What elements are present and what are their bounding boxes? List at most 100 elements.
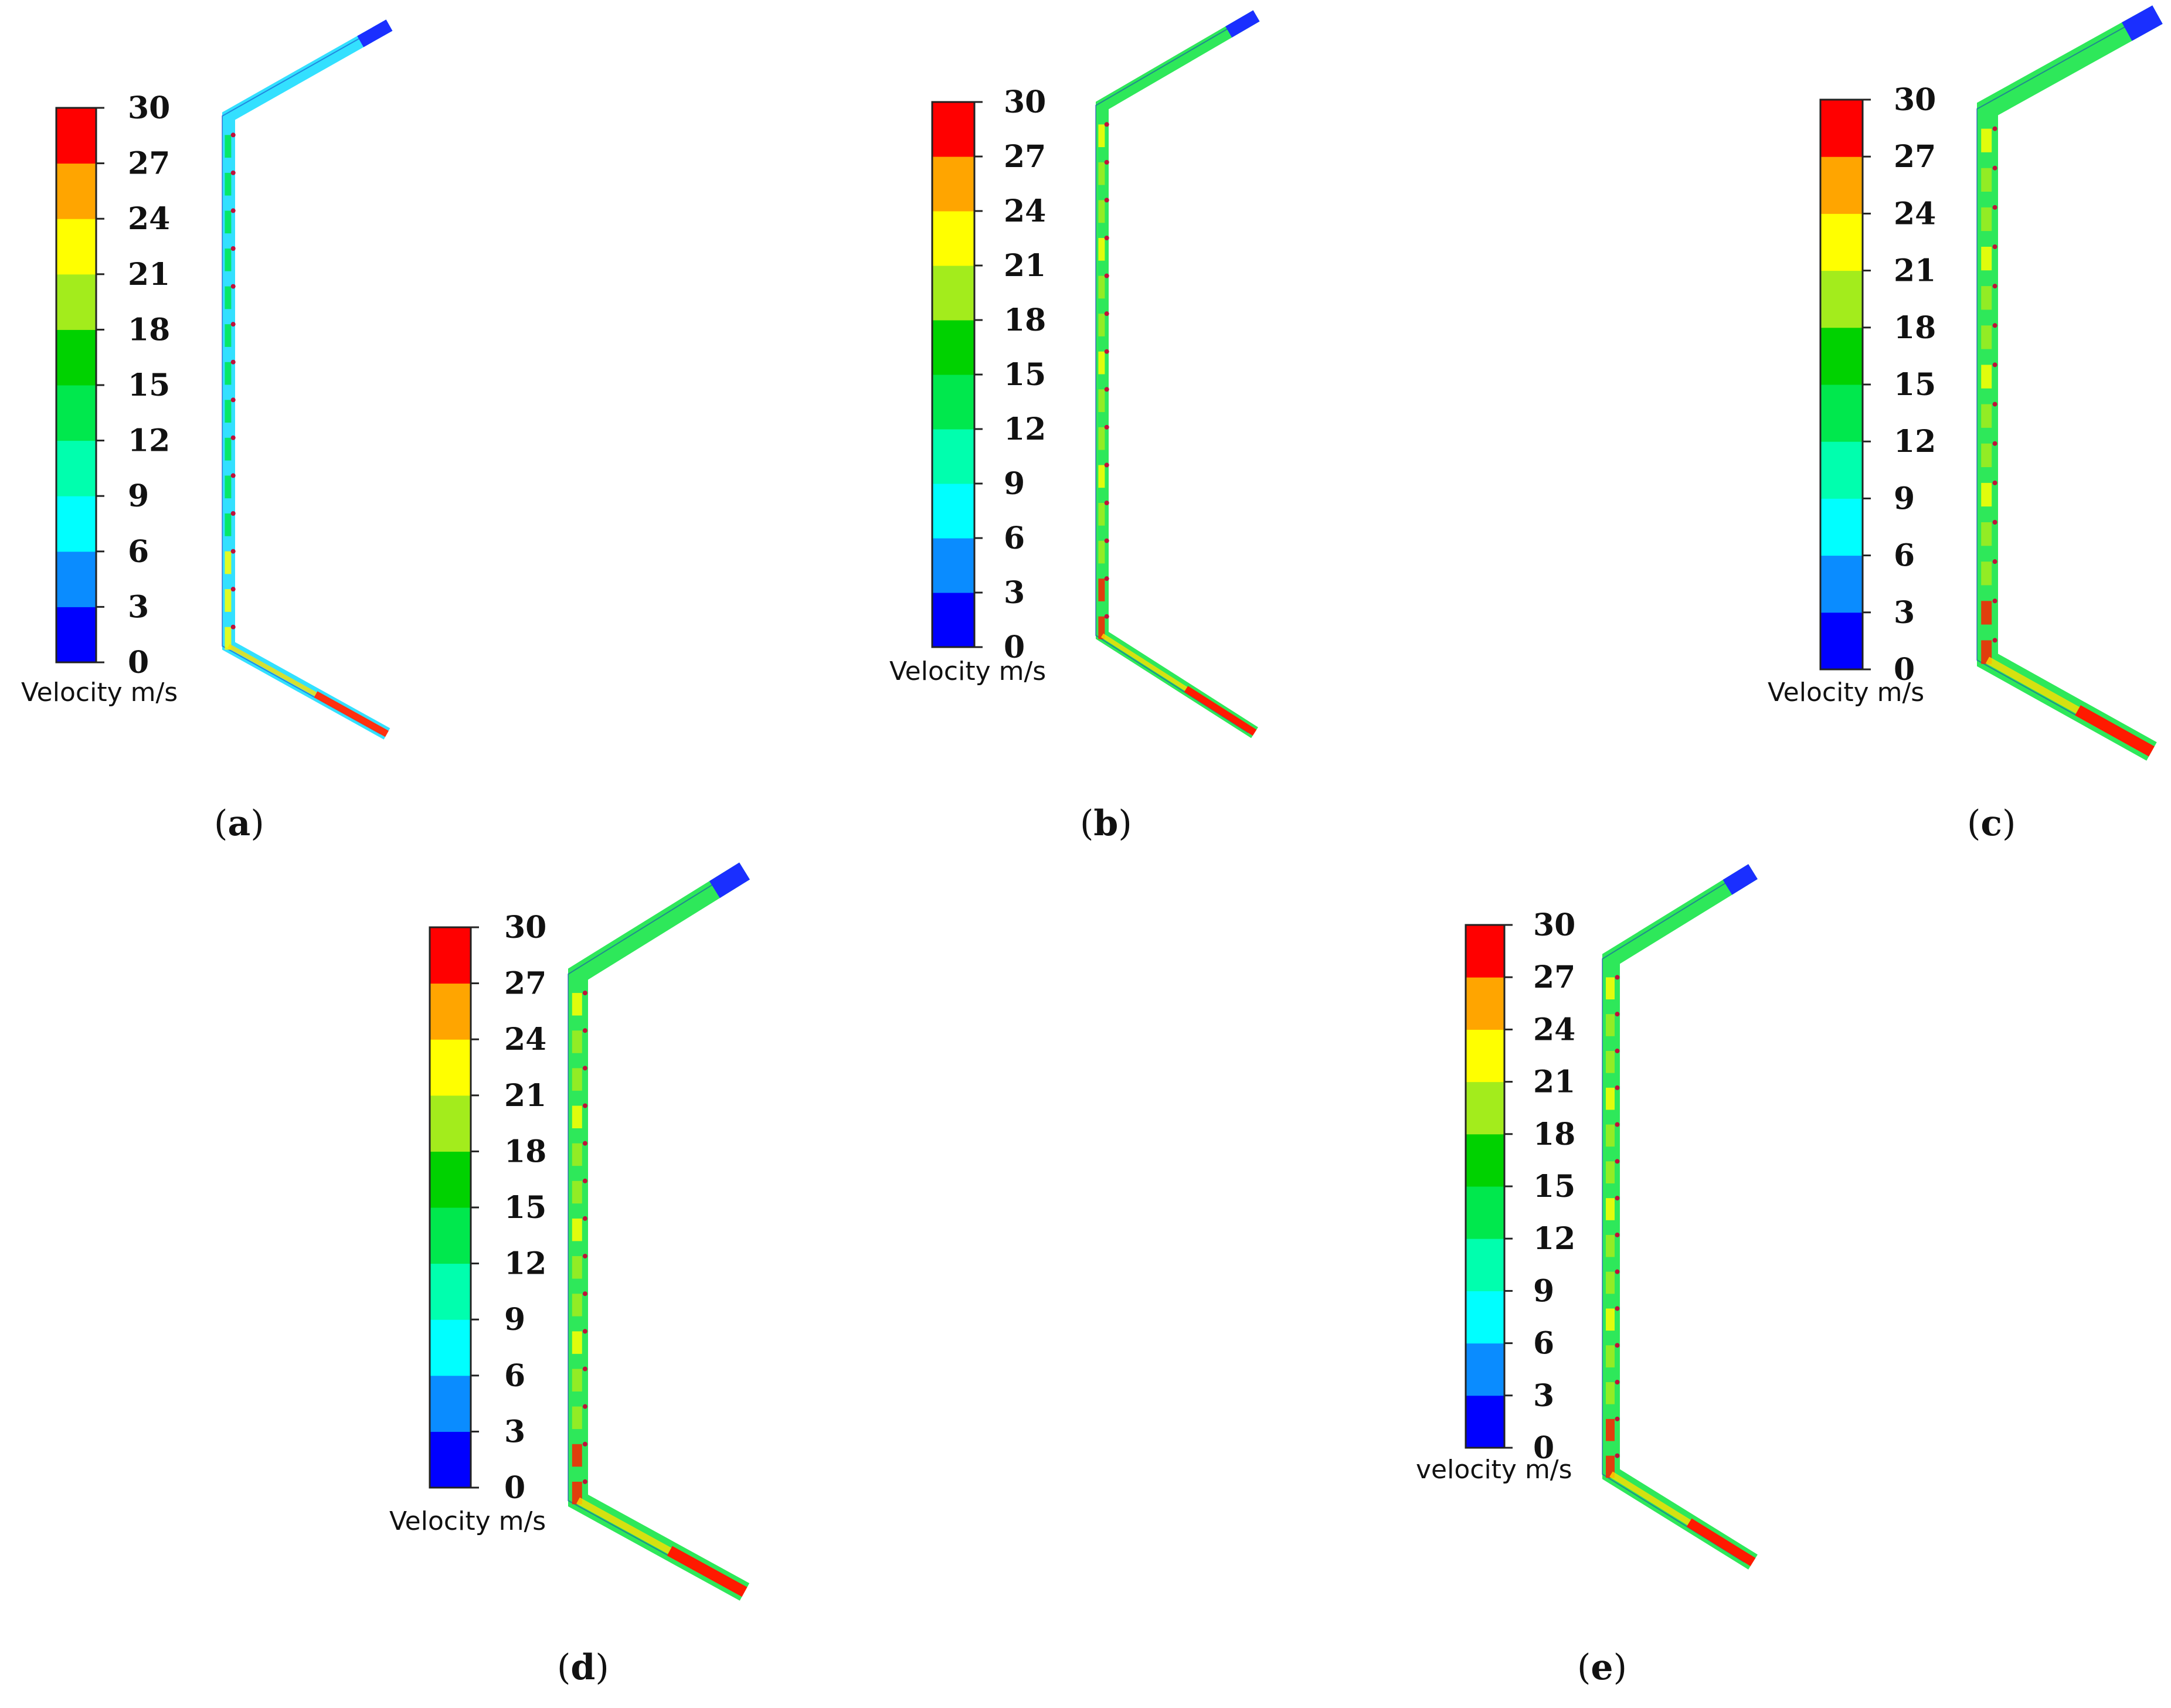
- flow-streak: [225, 324, 232, 347]
- duct-body: [222, 19, 393, 740]
- flow-streak: [1606, 1345, 1615, 1367]
- flow-streak: [1981, 482, 1992, 507]
- panel-caption: (a): [214, 803, 264, 844]
- duct-edge: [1602, 871, 1745, 1563]
- nozzle-mark: [230, 397, 236, 403]
- flow-streak: [1098, 351, 1105, 375]
- legend-tick-label: 18: [1894, 310, 1936, 346]
- legend-tick-label: 0: [504, 1470, 525, 1506]
- legend-band: [1466, 925, 1504, 978]
- nozzle-mark: [1104, 349, 1109, 354]
- flow-streak: [572, 1444, 582, 1467]
- nozzle-mark: [582, 1291, 587, 1297]
- nozzle-mark: [1992, 638, 1997, 643]
- nozzle-mark: [230, 473, 236, 478]
- flow-streak: [1981, 325, 1992, 349]
- legend-title: Velocity m/s: [889, 656, 1046, 686]
- flow-streak: [225, 172, 232, 196]
- nozzle-mark: [1104, 159, 1109, 165]
- legend-band: [56, 385, 96, 441]
- nozzle-mark: [230, 511, 236, 516]
- legend-band: [430, 1319, 471, 1376]
- legend-band: [932, 156, 974, 212]
- legend-tick-label: 18: [1004, 302, 1046, 338]
- legend-tick-label: 18: [128, 312, 170, 348]
- flow-streak: [1606, 1418, 1615, 1441]
- nozzle-mark: [230, 246, 236, 251]
- flow-streak: [1981, 286, 1992, 310]
- flow-streak: [572, 1218, 582, 1241]
- outlet-hot-zone: [667, 1546, 748, 1597]
- legend-tick-label: 9: [1533, 1273, 1554, 1309]
- nozzle-mark: [1615, 1416, 1620, 1421]
- legend-tick-label: 27: [1004, 139, 1046, 175]
- flow-streak: [572, 1068, 582, 1091]
- legend-band: [56, 274, 96, 330]
- nozzle-mark: [582, 1479, 587, 1484]
- nozzle-mark: [1615, 1269, 1620, 1274]
- flow-streak: [572, 1294, 582, 1316]
- legend-tick-label: 27: [128, 146, 170, 182]
- duct-inlet-zone: [1225, 10, 1260, 38]
- legend-band: [1820, 555, 1863, 613]
- legend-band: [932, 102, 974, 157]
- legend-band: [1820, 612, 1863, 670]
- flow-streak: [1098, 275, 1105, 299]
- flow-streak: [225, 589, 232, 612]
- nozzle-mark: [1615, 1343, 1620, 1348]
- duct-inlet-zone: [1722, 864, 1758, 895]
- nozzle-mark: [1104, 614, 1109, 619]
- outlet-warm-zone: [576, 1497, 672, 1554]
- legend-tick-label: 24: [1004, 193, 1046, 229]
- legend-band: [1466, 1134, 1504, 1187]
- nozzle-mark: [582, 1366, 587, 1372]
- nozzle-mark: [582, 1178, 587, 1183]
- flow-streak: [225, 627, 232, 650]
- legend-tick-label: 21: [1004, 248, 1046, 284]
- flow-streak: [225, 210, 232, 234]
- nozzle-mark: [230, 549, 236, 554]
- nozzle-mark: [582, 1066, 587, 1071]
- legend-band: [56, 440, 96, 496]
- duct-inlet-zone: [2122, 5, 2163, 41]
- legend-band: [1820, 270, 1863, 328]
- nozzle-mark: [230, 359, 236, 365]
- flow-streak: [225, 135, 232, 158]
- nozzle-mark: [1104, 462, 1109, 468]
- nozzle-mark: [1615, 1085, 1620, 1090]
- legend-band: [932, 429, 974, 484]
- legend-tick-label: 0: [128, 645, 149, 681]
- nozzle-mark: [582, 1028, 587, 1033]
- nozzle-mark: [1104, 576, 1109, 581]
- nozzle-mark: [1992, 480, 1997, 485]
- nozzle-mark: [1992, 441, 1997, 446]
- duct-edge: [1976, 14, 2148, 752]
- legend-tick-label: 18: [504, 1134, 546, 1169]
- nozzle-mark: [1992, 244, 1997, 249]
- legend-title: velocity m/s: [1416, 1455, 1572, 1485]
- nozzle-mark: [230, 208, 236, 213]
- flow-streak: [1981, 443, 1992, 467]
- nozzle-mark: [582, 991, 587, 996]
- nozzle-mark: [1615, 1196, 1620, 1201]
- duct-body: [568, 862, 750, 1601]
- legend-tick-label: 24: [504, 1022, 546, 1057]
- legend-tick-label: 3: [128, 589, 149, 625]
- legend-band: [1820, 498, 1863, 556]
- legend-tick-label: 12: [128, 423, 170, 459]
- nozzle-mark: [1104, 538, 1109, 543]
- duct-body: [1602, 864, 1758, 1570]
- nozzle-mark: [1992, 402, 1997, 407]
- legend-tick-label: 3: [1004, 575, 1025, 611]
- flow-streak: [1981, 207, 1992, 232]
- nozzle-mark: [1992, 362, 1997, 368]
- legend-tick-label: 3: [1894, 595, 1915, 631]
- nozzle-mark: [582, 1254, 587, 1259]
- nozzle-mark: [1615, 1380, 1620, 1385]
- legend-tick-label: 6: [1894, 538, 1915, 574]
- nozzle-mark: [1615, 1012, 1620, 1017]
